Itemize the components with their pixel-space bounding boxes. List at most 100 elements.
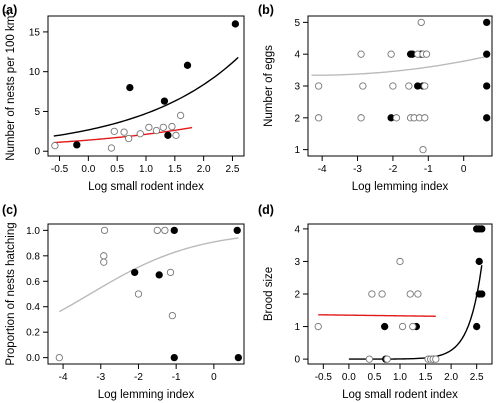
data-point-filled (73, 141, 81, 149)
y-tick-label: 0 (294, 355, 300, 366)
panel-label: (d) (258, 203, 274, 217)
data-point-open (152, 126, 161, 135)
fit-line (318, 314, 436, 317)
x-axis-title: Log small rodent index (88, 181, 204, 193)
data-point-open (168, 122, 176, 131)
data-point-open (55, 353, 63, 362)
y-tick-label: 3 (294, 82, 300, 93)
x-tick-label: 0.0 (81, 164, 95, 175)
data-point-filled (233, 226, 241, 235)
data-point-open (100, 252, 108, 260)
data-point-filled (483, 114, 491, 122)
data-point-filled (478, 290, 486, 298)
y-tick-label: 4 (294, 50, 300, 61)
plot-frame (47, 15, 245, 157)
y-tick-label: 15 (29, 27, 41, 38)
plot-frame (307, 223, 493, 365)
data-point-filled (155, 271, 163, 279)
data-point-open (406, 290, 414, 298)
data-point-open (166, 268, 175, 277)
y-axis-title: Number of eggs (263, 45, 275, 127)
data-point-open (145, 123, 153, 132)
y-axis-title-text: Proportion of nests hatching (5, 222, 17, 365)
data-point-filled (483, 50, 491, 58)
panel-c: (c) -4 -3 -2 -1 0 0.0 0.2 0.4 0.6 0.8 1.0 Log lemmin… (2, 203, 245, 401)
data-point-open (110, 127, 118, 135)
y-tick-label: 4 (294, 224, 300, 235)
data-point-filled (183, 61, 192, 69)
data-point-open (365, 355, 373, 363)
y-tick-label: 5 (294, 18, 300, 29)
data-point-open (136, 130, 144, 138)
data-point-open (389, 82, 397, 90)
x-tick-label: 0.0 (342, 372, 356, 383)
data-point-open (398, 322, 407, 331)
y-tick-label: 1.0 (26, 226, 40, 237)
data-point-open (153, 226, 161, 235)
panel-label: (a) (2, 3, 17, 17)
x-tick-label: 1.0 (393, 372, 407, 383)
data-point-open (120, 128, 128, 136)
data-point-open (421, 82, 429, 90)
data-point-open (176, 111, 185, 120)
y-axis-title: Number of nests per 100 km2 (2, 11, 17, 161)
data-point-open (405, 82, 413, 90)
y-tick-label: 2 (294, 290, 300, 301)
data-point-open (357, 50, 365, 58)
x-tick-label: 2.5 (226, 164, 240, 175)
data-point-open (359, 82, 367, 90)
x-tick-label: 2.0 (197, 164, 211, 175)
x-tick-label: 2.0 (444, 372, 458, 383)
data-point-filled (170, 226, 178, 235)
data-point-open (417, 18, 425, 27)
x-tick-label: -2 (134, 372, 143, 383)
x-tick-label: -0.5 (315, 372, 333, 383)
x-tick-label: -3 (353, 164, 362, 175)
y-tick-label: 1 (294, 322, 300, 333)
y-tick-label: 3 (294, 257, 300, 268)
data-point-filled (160, 97, 169, 105)
data-point-open (314, 114, 323, 122)
y-tick-label: 0.4 (26, 302, 40, 313)
data-point-filled (483, 82, 491, 90)
y-axis-title-superscript: 2 (2, 11, 11, 16)
data-point-open (357, 114, 365, 122)
data-point-filled (473, 322, 481, 331)
data-point-filled (483, 18, 491, 27)
x-tick-label: 0.5 (367, 372, 381, 383)
fit-line (311, 55, 487, 76)
y-axis-title-text: Number of nests per 100 km (5, 16, 17, 161)
y-axis-title-text: Number of eggs (263, 45, 275, 127)
data-point-filled (381, 322, 389, 331)
data-point-filled (475, 257, 483, 266)
data-point-open (51, 142, 59, 150)
data-point-open (100, 258, 108, 266)
data-point-open (392, 114, 401, 122)
x-tick-label: 1.5 (419, 372, 433, 383)
data-point-open (378, 290, 386, 298)
data-point-open (383, 355, 391, 363)
data-point-open (134, 290, 143, 298)
data-point-open (422, 50, 431, 58)
data-point-open (125, 134, 133, 143)
panel-a: (a) -0.5 0.0 0.5 1.0 1.5 2.0 2.5 0 5 10 15 Log small… (2, 3, 245, 193)
data-point-open (100, 226, 109, 235)
data-point-open (368, 290, 376, 298)
data-point-filled (126, 83, 134, 92)
x-tick-label: -4 (59, 372, 68, 383)
x-tick-label: -1 (424, 164, 433, 175)
x-tick-label: 1.0 (139, 164, 153, 175)
panel-label: (b) (258, 3, 274, 17)
y-tick-label: 0.0 (26, 353, 40, 364)
panel-label: (c) (2, 203, 17, 217)
data-point-filled (478, 225, 486, 233)
x-tick-label: 0.5 (110, 164, 124, 175)
data-point-open (172, 131, 180, 139)
data-point-open (432, 355, 440, 363)
data-point-filled (131, 268, 139, 277)
data-point-open (314, 82, 323, 90)
plot-frame (47, 223, 245, 365)
data-point-open (161, 226, 169, 235)
data-point-open (159, 123, 167, 132)
data-point-open (107, 144, 116, 152)
